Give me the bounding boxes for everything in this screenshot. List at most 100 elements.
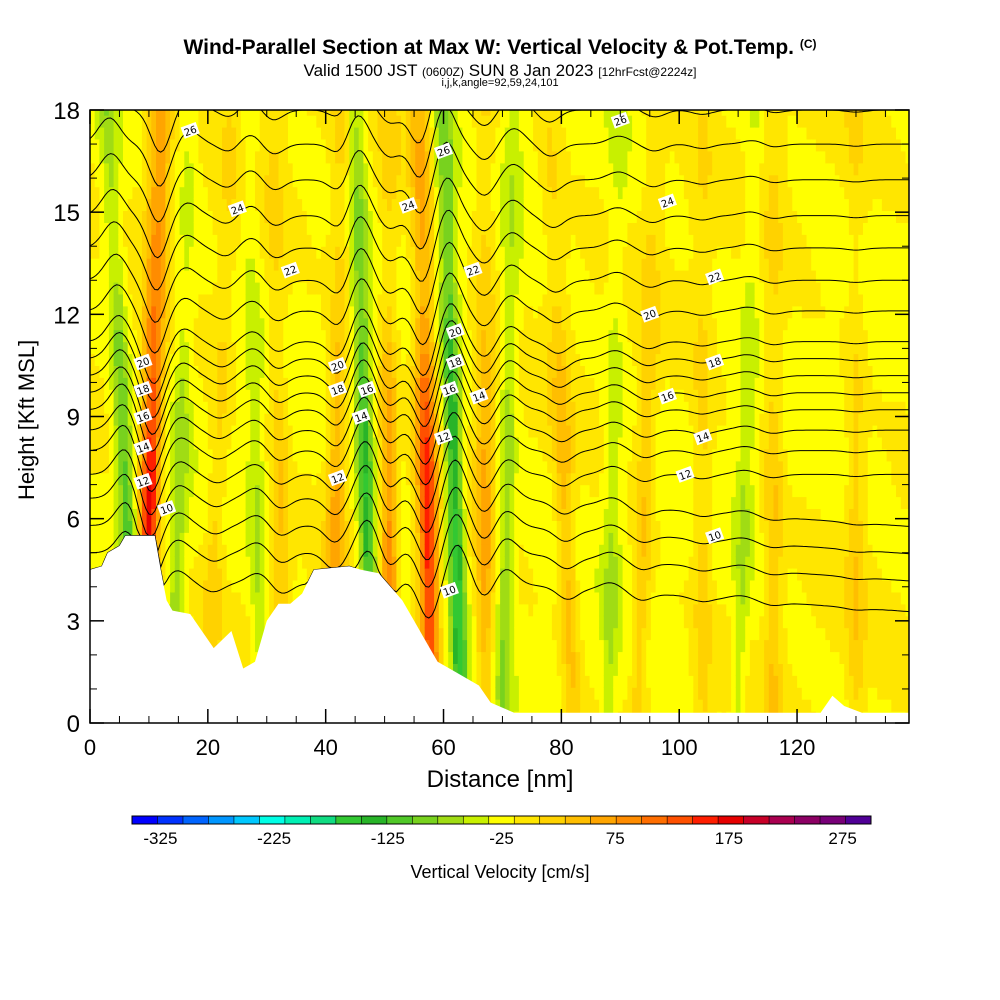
field-cell xyxy=(212,568,218,581)
field-cell xyxy=(137,401,143,414)
field-cell xyxy=(401,329,407,343)
field-cell xyxy=(94,377,100,390)
field-cell xyxy=(99,341,105,355)
field-cell xyxy=(193,401,199,414)
field-cell xyxy=(457,162,463,176)
field-cell xyxy=(358,222,364,235)
field-cell xyxy=(457,305,463,319)
field-cell xyxy=(141,234,148,247)
field-cell xyxy=(457,246,463,259)
field-cell xyxy=(170,258,176,271)
field-cell xyxy=(476,401,482,414)
field-cell xyxy=(382,448,388,462)
field-cell xyxy=(382,496,388,509)
field-cell xyxy=(405,401,412,414)
field-cell xyxy=(184,436,190,450)
field-cell xyxy=(217,186,223,200)
field-cell xyxy=(518,305,525,319)
field-cell xyxy=(306,186,313,200)
field-cell xyxy=(240,425,247,438)
field-cell xyxy=(108,258,115,271)
field-cell xyxy=(226,162,232,176)
field-cell xyxy=(368,186,374,200)
field-cell xyxy=(490,110,496,116)
field-cell xyxy=(231,293,237,307)
field-cell xyxy=(325,365,331,378)
field-cell xyxy=(198,460,204,474)
field-cell xyxy=(203,389,209,402)
field-cell xyxy=(448,110,454,116)
field-cell xyxy=(424,317,430,331)
field-cell xyxy=(207,627,214,641)
field-cell xyxy=(443,234,449,247)
field-cell xyxy=(203,460,209,474)
field-cell xyxy=(236,520,242,533)
field-cell xyxy=(514,532,520,545)
field-cell xyxy=(401,258,407,271)
field-cell xyxy=(410,258,416,271)
field-cell xyxy=(514,520,520,533)
field-cell xyxy=(325,150,331,164)
field-cell xyxy=(358,484,364,498)
field-cell xyxy=(467,615,473,629)
field-cell xyxy=(127,174,133,188)
field-cell xyxy=(358,496,364,509)
field-cell xyxy=(372,329,379,343)
field-cell xyxy=(236,496,242,509)
field-cell xyxy=(438,162,445,176)
field-cell xyxy=(123,246,129,259)
field-cell xyxy=(325,377,331,390)
field-cell xyxy=(410,210,416,223)
field-cell xyxy=(104,389,110,402)
field-cell xyxy=(297,341,303,355)
field-cell xyxy=(476,234,482,247)
field-cell xyxy=(500,484,506,498)
field-cell xyxy=(523,436,529,450)
field-cell xyxy=(123,353,129,366)
field-cell xyxy=(533,150,539,164)
field-cell xyxy=(231,110,237,116)
field-cell xyxy=(273,222,280,235)
field-cell xyxy=(504,341,511,355)
field-cell xyxy=(278,198,284,211)
field-cell xyxy=(339,234,346,247)
field-cell xyxy=(405,282,412,295)
field-cell xyxy=(288,496,294,509)
field-cell xyxy=(467,317,473,331)
field-cell xyxy=(537,401,544,414)
field-cell xyxy=(537,615,544,629)
field-cell xyxy=(255,127,261,140)
field-cell xyxy=(372,401,379,414)
field-cell xyxy=(288,365,294,378)
field-cell xyxy=(363,508,369,521)
field-cell xyxy=(396,127,402,140)
field-cell xyxy=(302,496,308,509)
field-cell xyxy=(236,389,242,402)
field-cell xyxy=(222,198,228,211)
field-cell xyxy=(495,341,501,355)
field-cell xyxy=(533,508,539,521)
field-cell xyxy=(264,603,270,617)
field-cell xyxy=(108,234,115,247)
field-cell xyxy=(396,222,402,235)
field-cell xyxy=(443,115,449,128)
field-cell xyxy=(193,472,199,486)
field-cell xyxy=(193,556,199,569)
field-cell xyxy=(302,210,308,223)
field-cell xyxy=(457,127,463,140)
field-cell xyxy=(99,186,105,200)
field-cell xyxy=(184,282,190,295)
field-cell xyxy=(94,282,100,295)
field-cell xyxy=(189,472,195,486)
field-cell xyxy=(405,162,412,176)
field-cell xyxy=(292,293,298,307)
field-cell xyxy=(259,234,265,247)
field-cell xyxy=(207,460,214,474)
field-cell xyxy=(415,556,421,569)
field-cell xyxy=(368,317,374,331)
field-cell xyxy=(476,508,482,521)
field-cell xyxy=(485,234,492,247)
field-cell xyxy=(90,127,96,140)
field-cell xyxy=(500,401,506,414)
field-cell xyxy=(500,699,506,712)
